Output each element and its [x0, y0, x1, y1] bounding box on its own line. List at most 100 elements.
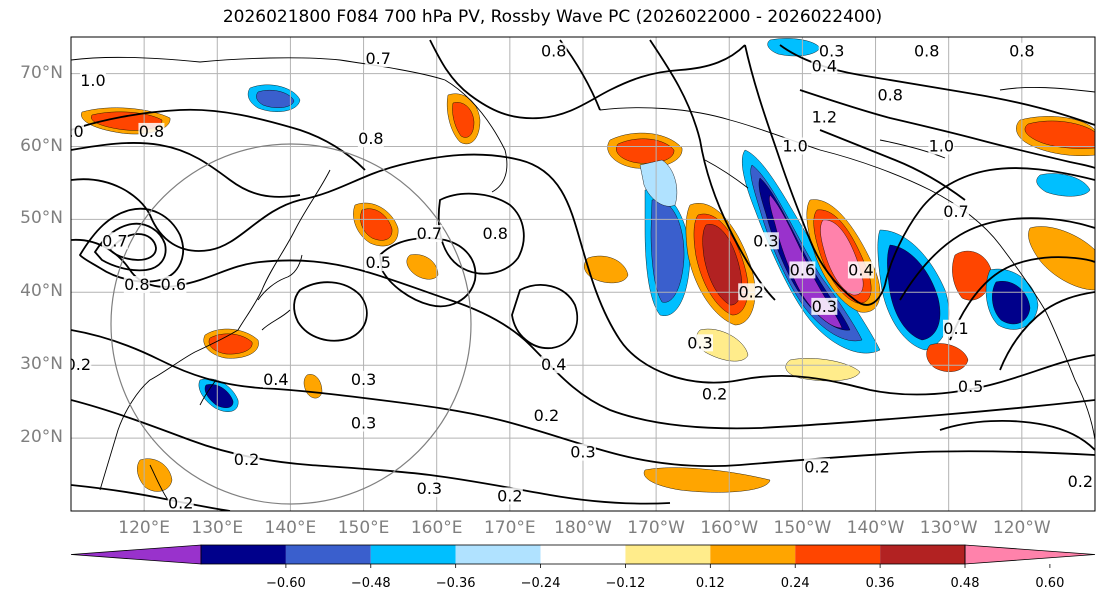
contour-label-bg [811, 57, 838, 75]
contour-label: 0.3 [819, 42, 844, 61]
contour-label: 0.3 [687, 333, 712, 352]
contour-label: 0.2 [66, 355, 91, 374]
colorbar-tick-label: 0.24 [780, 576, 810, 591]
pv-contour [71, 484, 231, 511]
longitude-label: 170°E [483, 518, 536, 538]
contour-label-bg [540, 356, 567, 374]
map-title: 2026021800 F084 700 hPa PV, Rossby Wave … [222, 7, 883, 27]
latitude-label: 70°N [20, 62, 63, 83]
longitude-label: 120°E [118, 518, 170, 538]
coastline [237, 169, 331, 331]
longitude-label: 160°E [410, 518, 463, 538]
contour-label: 0.1 [943, 319, 968, 338]
anomaly-patch [256, 89, 295, 108]
pv-contour [293, 281, 368, 342]
colorbar-tick-label: −0.12 [605, 576, 646, 591]
colorbar-segment [201, 545, 286, 564]
pv-contour [949, 256, 1095, 341]
contour-label-bg [79, 71, 106, 89]
contour-label: 1.0 [782, 137, 807, 156]
contour-label: 0.3 [351, 370, 376, 389]
latitude-label: 60°N [20, 135, 63, 156]
contour-label: 0.5 [958, 377, 983, 396]
contour-label: 1.2 [812, 107, 837, 126]
contour-label: 0.4 [812, 56, 837, 75]
colorbar-segment [285, 545, 371, 564]
anomaly-patch [1024, 120, 1095, 149]
pv-contour [884, 167, 1095, 286]
longitude-label: 170°W [627, 518, 685, 538]
contour-label-bg [942, 203, 969, 221]
pv-contour [429, 39, 746, 120]
contour-label: 0.7 [102, 231, 127, 250]
colorbar-tick-label: −0.36 [435, 576, 476, 591]
contour-labels: 0.7 0.8 0.30.40.8 0.80.81.21.01.0 0.8 0.8 1.0 1… [66, 42, 1094, 511]
longitude-label: 150°E [337, 518, 390, 538]
colorbar-segment [880, 545, 965, 564]
colorbar-tick-label: 0.60 [1035, 576, 1065, 591]
contour-label-bg [496, 487, 523, 505]
contour-label-bg [350, 414, 377, 432]
anomaly-patch [767, 38, 821, 57]
pv-contour [649, 39, 776, 301]
pv-contour [71, 399, 671, 505]
contour-label: 0.7 [943, 202, 968, 221]
pv-contour [437, 192, 525, 275]
coastline [444, 79, 508, 193]
anomaly-patch [643, 467, 771, 493]
contour-label-bg [160, 276, 187, 294]
colorbar-max-extension [964, 544, 1096, 565]
anomaly-patch [785, 358, 861, 382]
longitude-label: 130°W [919, 518, 978, 538]
contour-label-bg [167, 494, 194, 511]
coastline [199, 379, 217, 406]
contour-label: 0.5 [365, 253, 390, 272]
coastline [71, 56, 446, 81]
longitude-label: 180°W [554, 518, 612, 538]
pv-contour [799, 89, 1095, 169]
contour-label: 0.3 [812, 297, 837, 316]
contour-label: 0.6 [161, 275, 186, 294]
pv-contour [78, 207, 184, 283]
contour-label: 0.3 [753, 231, 778, 250]
contour-label: 0.8 [124, 275, 149, 294]
pv-contour [71, 329, 1095, 468]
colorbar-tick-label: −0.48 [350, 576, 391, 591]
pv-contour [511, 284, 579, 349]
colorbar [70, 544, 1096, 568]
anomaly-patch [360, 208, 393, 241]
contour-label-bg [782, 137, 809, 155]
contour-label-bg [752, 232, 779, 250]
longitude-label: 130°E [191, 518, 244, 538]
colorbar-min-extension [70, 544, 202, 565]
coastline [999, 86, 1095, 93]
contour-label-bg [101, 232, 128, 250]
contour-label-bg [928, 137, 955, 155]
longitude-label: 140°W [846, 518, 905, 538]
coastline [704, 159, 749, 189]
colorbar-segment [625, 545, 711, 564]
colorbar-segment [455, 545, 541, 564]
coastline [879, 139, 946, 159]
contour-label-bg [687, 334, 714, 352]
contour-label: 0.2 [497, 486, 522, 505]
contour-label-bg [482, 224, 509, 242]
longitude-label: 160°W [700, 518, 759, 538]
contour-label-bg [1008, 42, 1035, 60]
anomaly-patch [639, 159, 678, 207]
longitude-label: 150°W [773, 518, 832, 538]
contour-label: 0.2 [234, 450, 259, 469]
pv-contour [744, 44, 886, 306]
colorbar-segment [795, 545, 881, 564]
colorbar-tick-label: −0.60 [265, 576, 306, 591]
contour-label-bg [357, 130, 384, 148]
contour-label-bg [71, 356, 92, 374]
pv-contour [71, 142, 301, 198]
contour-label: 0.6 [790, 260, 815, 279]
pv-contour [939, 419, 1095, 451]
contour-label-bg [942, 319, 969, 337]
pv-contour [71, 153, 1095, 396]
colorbar-tick-label: −0.24 [520, 576, 561, 591]
contour-label: 0.3 [351, 414, 376, 433]
graticule [71, 37, 1095, 511]
